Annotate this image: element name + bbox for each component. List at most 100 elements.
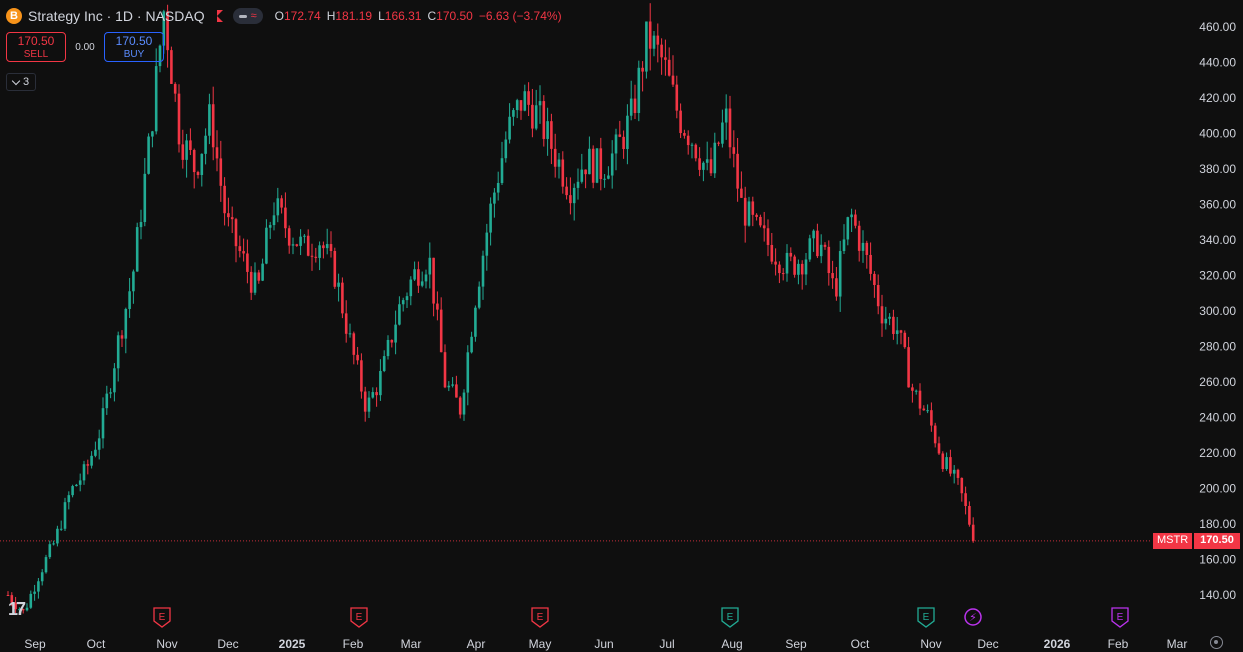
earnings-event-icon[interactable] [721, 607, 739, 628]
candle-body [614, 134, 618, 154]
candle-body [816, 230, 819, 257]
candle-body [846, 217, 850, 240]
candle-body [44, 557, 48, 573]
candle-body [458, 397, 462, 415]
candle-body [329, 244, 333, 251]
candle-body [660, 44, 663, 58]
candle-body [854, 214, 857, 226]
compare-icon[interactable]: ≈ [250, 10, 257, 22]
candle-body [941, 453, 945, 470]
candle-body [876, 284, 880, 307]
candle-body [295, 244, 299, 246]
buy-button[interactable]: 170.50 BUY [104, 32, 164, 62]
candle-body [500, 158, 504, 184]
ohlc-values: O172.74 H181.19 L166.31 C170.50 [275, 9, 473, 23]
event-flash-icon[interactable] [964, 608, 982, 626]
y-tick-label: 180.00 [1199, 517, 1236, 531]
sell-button[interactable]: 170.50 SELL [6, 32, 66, 62]
x-tick-label: Oct [851, 637, 870, 651]
candle-body [721, 122, 724, 144]
candle-body [401, 300, 405, 305]
flag-icon[interactable] [216, 10, 223, 22]
candle-body [641, 67, 644, 72]
x-tick-label: Nov [920, 637, 941, 651]
candle-body [128, 291, 131, 309]
candle-body [584, 169, 587, 175]
candle-body [588, 148, 591, 175]
y-tick-label: 360.00 [1199, 198, 1236, 212]
candle-body [728, 108, 732, 148]
candle-body [534, 105, 538, 129]
candle-body [310, 255, 314, 257]
candle-body [14, 602, 17, 610]
symbol-title[interactable]: Strategy Inc · 1D · NASDAQ [28, 8, 205, 24]
candle-body [812, 230, 815, 239]
candle-body [139, 222, 143, 228]
indicators-toggle[interactable]: 3 [6, 73, 36, 91]
candle-body [253, 272, 257, 293]
candle-body [679, 110, 682, 134]
visibility-pill[interactable]: ≈ [232, 8, 263, 24]
candle-body [466, 352, 470, 393]
price-tag-value: 170.50 [1194, 533, 1240, 549]
candle-body [952, 469, 956, 474]
candle-body [759, 216, 762, 226]
candle-body [56, 528, 59, 544]
price-change: −6.63 (−3.74%) [478, 9, 562, 23]
candle-body [493, 192, 496, 204]
candle-body [132, 271, 135, 292]
candle-body [109, 392, 112, 394]
y-tick-label: 380.00 [1199, 162, 1236, 176]
earnings-event-icon[interactable] [1111, 607, 1129, 628]
x-tick-label: Sep [785, 637, 807, 651]
y-tick-label: 440.00 [1199, 56, 1236, 70]
candle-body [428, 257, 432, 275]
candle-body [667, 59, 671, 76]
candle-body [930, 410, 933, 426]
candle-body [101, 408, 105, 439]
hide-icon[interactable] [238, 14, 247, 18]
candle-body [196, 172, 200, 176]
bitcoin-logo-icon[interactable]: B [6, 8, 22, 24]
candle-body [284, 207, 287, 229]
earnings-event-icon[interactable] [917, 607, 935, 628]
candle-body [705, 159, 709, 163]
candle-body [732, 147, 736, 154]
candle-body [6, 595, 10, 596]
candle-body [375, 392, 378, 396]
candle-body [360, 360, 363, 392]
earnings-event-icon[interactable] [153, 607, 171, 628]
candle-body [341, 282, 344, 314]
ohlc-item: C170.50 [427, 9, 472, 23]
candle-body [622, 136, 625, 150]
candle-body [523, 91, 527, 111]
candle-body [333, 250, 337, 287]
candle-body [280, 198, 283, 208]
candle-body [937, 443, 941, 454]
earnings-event-icon[interactable] [350, 607, 368, 628]
candle-body [371, 392, 375, 398]
candle-body [557, 159, 561, 167]
x-tick-label: Mar [401, 637, 422, 651]
candle-body [432, 257, 435, 304]
candle-body [762, 225, 766, 229]
candle-body [242, 251, 245, 254]
candle-body [318, 245, 321, 258]
ohlc-key: O [274, 9, 284, 23]
candle-body [105, 393, 109, 409]
x-tick-label: Jul [659, 637, 674, 651]
candle-body [90, 455, 93, 466]
tradingview-logo[interactable]: 17 [8, 599, 26, 619]
gear-icon[interactable] [1210, 636, 1223, 649]
candle-body [173, 83, 177, 94]
spread-value: 0.00 [75, 41, 95, 53]
candle-body [652, 35, 656, 49]
candle-body [633, 98, 637, 114]
candle-body [686, 135, 690, 146]
candle-body [116, 335, 120, 369]
earnings-event-icon[interactable] [531, 607, 549, 628]
buy-price: 170.50 [115, 34, 153, 48]
candle-body [10, 595, 14, 603]
candle-body [888, 316, 891, 319]
